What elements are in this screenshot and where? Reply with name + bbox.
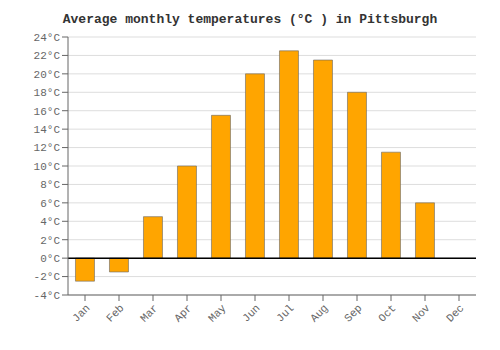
svg-text:May: May	[206, 302, 229, 325]
svg-text:Jun: Jun	[240, 302, 262, 324]
svg-text:Mar: Mar	[138, 302, 160, 324]
svg-text:0°C: 0°C	[40, 253, 60, 265]
svg-text:20°C: 20°C	[34, 69, 61, 81]
svg-text:14°C: 14°C	[34, 124, 61, 136]
svg-text:12°C: 12°C	[34, 142, 61, 154]
svg-text:Dec: Dec	[444, 302, 466, 324]
svg-text:8°C: 8°C	[40, 179, 60, 191]
svg-text:-2°C: -2°C	[34, 271, 61, 283]
svg-text:Oct: Oct	[376, 302, 398, 324]
svg-text:2°C: 2°C	[40, 235, 60, 247]
svg-text:10°C: 10°C	[34, 161, 61, 173]
svg-text:16°C: 16°C	[34, 106, 61, 118]
svg-text:Jan: Jan	[70, 302, 92, 324]
svg-text:Nov: Nov	[410, 302, 433, 325]
svg-text:Jul: Jul	[274, 302, 296, 324]
svg-text:18°C: 18°C	[34, 87, 61, 99]
svg-text:Sep: Sep	[342, 302, 364, 324]
html-text:Average monthly temperatures (: Average monthly temperatures (°C ) in Pi…	[62, 12, 438, 27]
svg-text:4°C: 4°C	[40, 216, 60, 228]
svg-text:Aug: Aug	[308, 302, 330, 324]
svg-text:24°C: 24°C	[34, 32, 61, 44]
svg-text:-4°C: -4°C	[34, 290, 61, 302]
svg-text:Apr: Apr	[172, 302, 194, 324]
svg-text:6°C: 6°C	[40, 198, 60, 210]
svg-text:Feb: Feb	[104, 302, 126, 324]
svg-text:22°C: 22°C	[34, 50, 61, 62]
